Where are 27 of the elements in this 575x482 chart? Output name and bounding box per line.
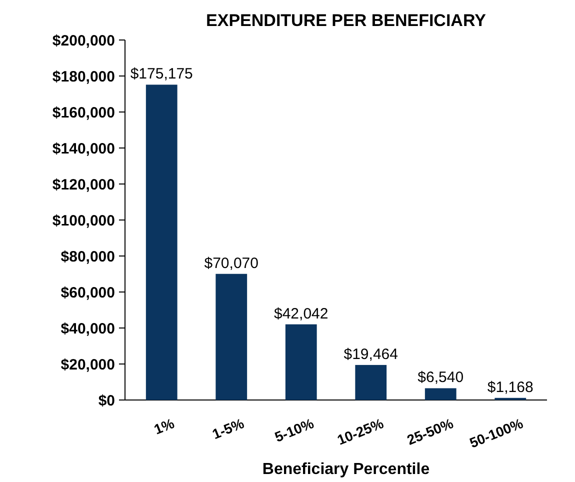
y-tick-label: $180,000	[52, 68, 115, 86]
data-label: $6,540	[418, 369, 464, 386]
y-tick-label: $0	[98, 392, 115, 410]
data-label: $19,464	[344, 346, 398, 363]
bar	[424, 388, 456, 400]
data-label: $1,168	[487, 378, 534, 396]
y-tick-label: $100,000	[52, 212, 115, 230]
x-tick-label: 5-10%	[272, 414, 316, 446]
data-label: $70,070	[204, 254, 258, 272]
bar	[285, 324, 317, 400]
bar	[355, 364, 387, 400]
x-tick-label: 1%	[152, 414, 177, 438]
chart-title: EXPENDITURE PER BENEFICIARY	[206, 11, 487, 30]
y-tick-label: $200,000	[52, 32, 115, 50]
y-tick-label: $20,000	[60, 356, 115, 374]
data-label: $42,042	[274, 305, 328, 322]
y-tick-label: $60,000	[60, 284, 115, 302]
bar	[216, 274, 248, 400]
x-tick-label: 1-5%	[210, 414, 247, 442]
y-tick-label: $140,000	[52, 140, 115, 158]
y-tick-label: $80,000	[60, 248, 115, 266]
y-tick-label: $40,000	[60, 320, 115, 338]
y-tick-label: $160,000	[52, 104, 115, 122]
y-tick-label: $120,000	[52, 176, 115, 194]
x-axis-title: Beneficiary Percentile	[262, 461, 430, 478]
bar	[146, 84, 178, 400]
data-label: $175,175	[130, 66, 193, 83]
